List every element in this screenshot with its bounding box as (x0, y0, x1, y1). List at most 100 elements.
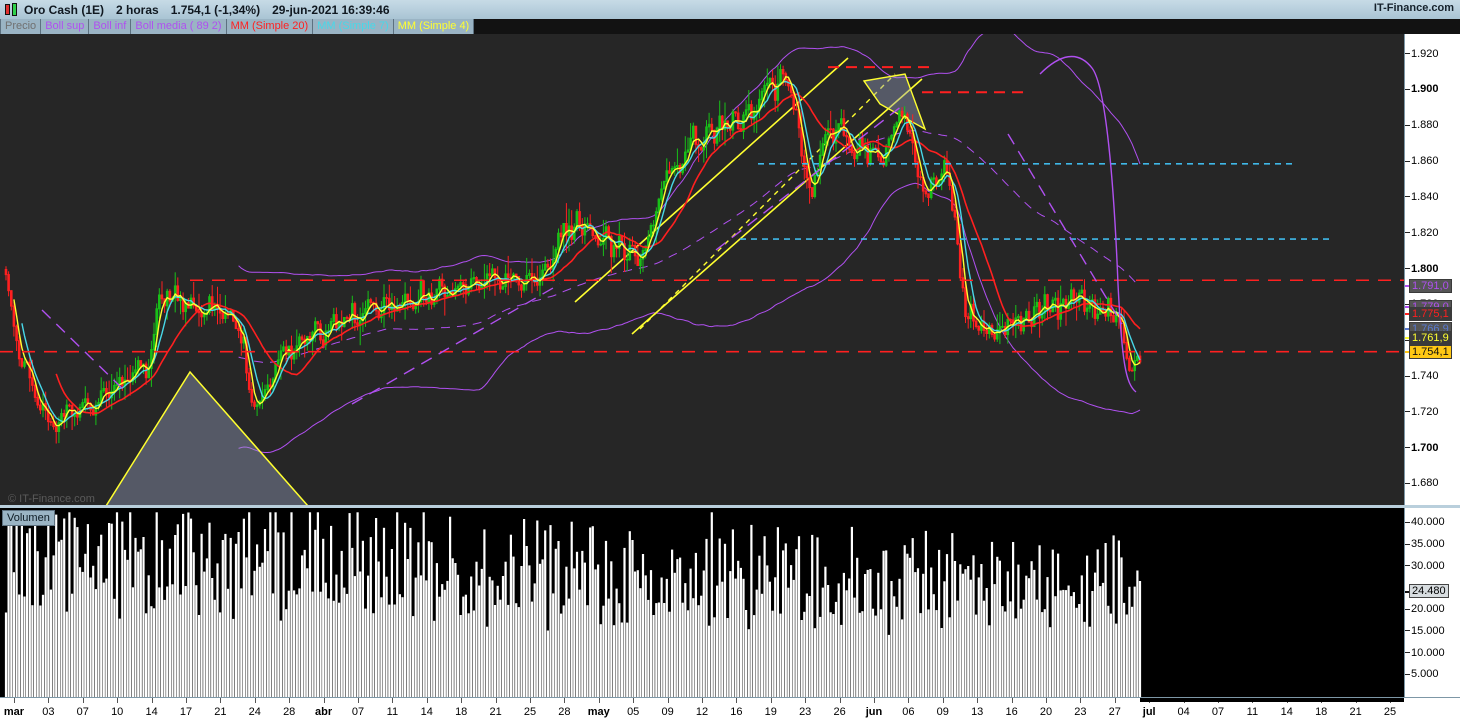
time-axis-tick-mark (392, 698, 394, 703)
ma7-line (21, 80, 1141, 423)
projection-curve[interactable] (1039, 55, 1137, 393)
price-tag-marker-icon (1405, 306, 1410, 309)
time-axis-tick-mark (667, 698, 669, 703)
time-axis-tick-mark (117, 698, 119, 703)
time-axis-tick-mark (1114, 698, 1116, 703)
tick-mark-icon (1405, 232, 1410, 234)
time-axis-label: 12 (695, 706, 709, 718)
bollinger-middle-line (238, 130, 1141, 363)
tick-mark-icon (1405, 268, 1410, 270)
time-axis-label: 23 (1074, 706, 1087, 718)
time-axis-label: 14 (420, 706, 433, 718)
legend-item-label: MM (Simple 7) (317, 20, 389, 32)
time-axis-label: 11 (386, 706, 399, 718)
time-axis-tick-mark (1046, 698, 1047, 703)
time-axis-tick-mark (702, 698, 703, 703)
channel-lower-line[interactable] (631, 78, 923, 335)
time-axis-future-segment (1140, 698, 1404, 702)
tick-mark-icon (1405, 124, 1410, 126)
volume-axis-tick-label: 5.000 (1411, 668, 1439, 681)
time-axis-tick-mark (1011, 698, 1013, 703)
tick-mark-icon (1405, 375, 1410, 377)
price-axis[interactable]: 1.9201.9001.8801.8601.8401.8201.8001.780… (1404, 34, 1460, 505)
tick-mark-icon (1405, 89, 1410, 90)
price-tag[interactable]: 1.761,9 (1409, 330, 1452, 345)
volume-axis-tick: 35.000 (1405, 538, 1445, 550)
time-axis-label: 17 (179, 706, 193, 718)
ma20-line (55, 93, 1141, 414)
time-axis[interactable]: mar 03 07 10 14 17 21 24 28 abr 07 11 14 18 21 25 28 may 0… (0, 697, 1460, 720)
time-axis-tick-mark (14, 698, 15, 703)
legend-item-1[interactable]: Boll sup (41, 19, 90, 34)
price-tag-marker-icon (1405, 284, 1410, 287)
indicator-legend-bar: Precio Boll sup Boll inf Boll media ( 89 2)… (0, 19, 1460, 34)
time-axis-label: 14 (1280, 706, 1293, 718)
legend-item-4[interactable]: MM (Simple 20) (226, 19, 314, 34)
bollinger-lower-line (238, 182, 1141, 453)
time-axis-tick-mark (323, 698, 325, 703)
time-axis-label: jun (865, 706, 883, 718)
legend-item-label: Precio (5, 20, 37, 32)
time-axis-tick-mark (426, 698, 428, 703)
channel-mid-line[interactable] (639, 73, 896, 330)
price-tag-marker-icon (1405, 350, 1410, 353)
price-tag-marker-icon (1405, 336, 1410, 339)
price-tag[interactable]: 1.791,0 (1409, 278, 1452, 293)
tick-mark-icon (1405, 608, 1410, 610)
purple-guide-mid[interactable] (351, 283, 561, 405)
time-axis-tick-mark (82, 698, 84, 703)
volume-chart-panel[interactable] (0, 508, 1404, 697)
tick-mark-icon (1405, 196, 1410, 198)
candlestick-icon (5, 3, 19, 16)
time-axis-tick-mark (530, 698, 531, 703)
triangle-pattern-shape[interactable] (105, 370, 309, 505)
legend-item-3[interactable]: Boll media ( 89 2) (131, 19, 227, 34)
price-chart-panel[interactable]: © IT-Finance.com (0, 34, 1404, 505)
time-axis-label: 18 (455, 706, 468, 718)
time-axis-label: 04 (1177, 706, 1190, 718)
time-axis-label: 18 (1315, 706, 1328, 718)
volume-axis-tick-label: 20.000 (1411, 603, 1445, 616)
price-axis-tick: 1.820 (1405, 227, 1439, 239)
time-axis-label: 09 (661, 706, 674, 718)
legend-item-0[interactable]: Precio (0, 19, 42, 34)
legend-item-2[interactable]: Boll inf (89, 19, 132, 34)
time-axis-label: 20 (1039, 706, 1053, 718)
brand-label: IT-Finance.com (1373, 2, 1454, 14)
apex-wedge-shape[interactable] (862, 73, 927, 131)
price-plot-svg (0, 34, 1404, 505)
volume-axis-tick: 15.000 (1405, 625, 1445, 637)
volume-current-tag[interactable]: 24.480 (1409, 583, 1449, 598)
time-axis-label: 06 (902, 706, 915, 718)
time-axis-label: 07 (1211, 706, 1225, 718)
legend-item-6[interactable]: MM (Simple 4) (393, 19, 475, 34)
legend-item-5[interactable]: MM (Simple 7) (313, 19, 394, 34)
bollinger-upper-line (238, 34, 1141, 277)
volume-axis-tick: 5.000 (1405, 668, 1439, 680)
purple-guide-left[interactable] (41, 309, 129, 395)
tick-mark-icon (1405, 411, 1410, 413)
datetime-label: 29-jun-2021 16:39:46 (272, 2, 390, 17)
price-axis-tick-label: 1.840 (1411, 190, 1439, 203)
purple-guide-fall[interactable] (1007, 133, 1123, 325)
volume-axis[interactable]: 40.000 35.000 30.000 20.000 15.000 10.000 5.00… (1404, 508, 1460, 697)
timeframe-label: 2 horas (116, 2, 159, 17)
price-tag[interactable]: 1.775,1 (1409, 307, 1452, 322)
price-axis-tick-label: 1.920 (1411, 47, 1439, 60)
price-tag[interactable]: 1.754,1 (1409, 344, 1452, 359)
time-axis-label: 28 (558, 706, 571, 718)
legend-item-label: MM (Simple 4) (397, 20, 470, 32)
time-axis-tick-mark (908, 698, 910, 703)
time-axis-tick-mark (977, 698, 979, 703)
volume-panel-tab[interactable]: Volumen (2, 510, 55, 526)
volume-axis-tick: 10.000 (1405, 647, 1445, 659)
volume-tag-marker-icon (1405, 590, 1410, 593)
price-tag-marker-icon (1405, 327, 1410, 330)
panel-divider (0, 505, 1460, 508)
price-axis-tick-label: 1.700 (1411, 441, 1439, 454)
time-axis-tick-mark (805, 698, 807, 703)
legend-item-label: MM (Simple 20) (230, 20, 309, 32)
legend-item-label: Boll sup (45, 20, 85, 32)
tick-mark-icon (1405, 303, 1410, 305)
time-axis-tick-mark (942, 698, 944, 703)
